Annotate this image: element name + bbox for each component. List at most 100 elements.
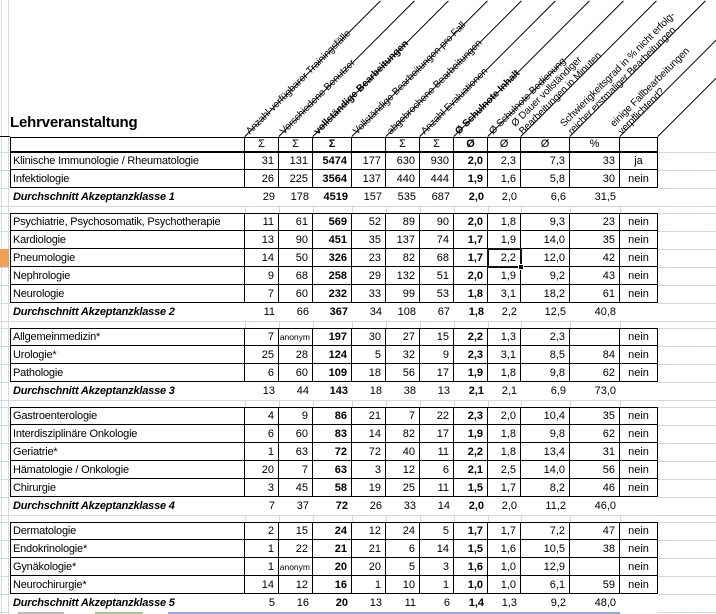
value-cell[interactable]: nein — [620, 461, 658, 479]
value-cell[interactable]: 35 — [352, 231, 386, 249]
value-cell[interactable]: 132 — [386, 267, 420, 285]
value-cell[interactable]: 440 — [386, 170, 420, 188]
value-cell[interactable]: 83 — [313, 425, 352, 443]
value-cell[interactable]: 46 — [570, 479, 620, 497]
course-name-cell[interactable]: Neurochirurgie* — [10, 576, 245, 594]
value-cell[interactable]: 6 — [386, 540, 420, 558]
value-cell[interactable]: 9 — [420, 346, 454, 364]
course-name-cell[interactable]: Neurologie — [10, 285, 245, 303]
summary-value-cell[interactable]: 6,6 — [521, 188, 570, 206]
summary-value-cell[interactable]: 31,5 — [570, 188, 620, 206]
value-cell[interactable]: 7,3 — [521, 152, 570, 170]
value-cell[interactable]: 25 — [245, 346, 279, 364]
summary-value-cell[interactable] — [620, 497, 658, 515]
value-cell[interactable]: 9,8 — [521, 364, 570, 382]
fill-handle[interactable] — [518, 264, 524, 270]
value-cell[interactable]: nein — [620, 285, 658, 303]
summary-value-cell[interactable]: 33 — [386, 497, 420, 515]
summary-value-cell[interactable]: 13 — [352, 594, 386, 612]
value-cell[interactable]: 40 — [386, 443, 420, 461]
value-cell[interactable]: 7 — [245, 328, 279, 346]
value-cell[interactable]: 45 — [279, 479, 313, 497]
summary-value-cell[interactable]: 7 — [245, 497, 279, 515]
course-name-cell[interactable]: Interdisziplinäre Onkologie — [10, 425, 245, 443]
value-cell[interactable]: 2,3 — [488, 152, 521, 170]
summary-value-cell[interactable]: 11 — [386, 594, 420, 612]
value-cell[interactable]: 1,8 — [488, 425, 521, 443]
summary-value-cell[interactable] — [620, 188, 658, 206]
course-name-cell[interactable]: Allgemeinmedizin* — [10, 328, 245, 346]
value-cell[interactable]: 2,3 — [454, 407, 488, 425]
summary-value-cell[interactable]: 367 — [313, 303, 352, 321]
value-cell[interactable]: 1,3 — [488, 328, 521, 346]
value-cell[interactable]: 5,8 — [521, 170, 570, 188]
value-cell[interactable]: 14,0 — [521, 231, 570, 249]
value-cell[interactable]: 15 — [420, 328, 454, 346]
summary-value-cell[interactable]: 16 — [279, 594, 313, 612]
course-name-cell[interactable]: Endokrinologie* — [10, 540, 245, 558]
column-symbol-cell[interactable]: Ø — [488, 137, 521, 152]
summary-value-cell[interactable]: 2,0 — [454, 497, 488, 515]
value-cell[interactable]: 43 — [570, 267, 620, 285]
summary-value-cell[interactable]: 20 — [313, 594, 352, 612]
value-cell[interactable]: 16 — [313, 576, 352, 594]
value-cell[interactable]: 21 — [352, 407, 386, 425]
summary-value-cell[interactable]: 2,0 — [488, 188, 521, 206]
value-cell[interactable]: 51 — [420, 267, 454, 285]
value-cell[interactable]: nein — [620, 479, 658, 497]
summary-value-cell[interactable]: 2,2 — [488, 303, 521, 321]
summary-value-cell[interactable]: 29 — [245, 188, 279, 206]
value-cell[interactable]: 60 — [279, 425, 313, 443]
value-cell[interactable]: 1,0 — [488, 576, 521, 594]
value-cell[interactable]: 33 — [352, 285, 386, 303]
summary-value-cell[interactable]: 18 — [352, 382, 386, 400]
value-cell[interactable]: 258 — [313, 267, 352, 285]
value-cell[interactable]: 72 — [352, 443, 386, 461]
summary-value-cell[interactable]: 11,2 — [521, 497, 570, 515]
value-cell[interactable]: 59 — [570, 576, 620, 594]
value-cell[interactable]: 197 — [313, 328, 352, 346]
summary-value-cell[interactable]: 6,9 — [521, 382, 570, 400]
summary-value-cell[interactable]: 178 — [279, 188, 313, 206]
summary-value-cell[interactable] — [620, 594, 658, 612]
course-name-cell[interactable]: Pneumologie — [10, 249, 245, 267]
subheader-name-cell[interactable] — [10, 137, 245, 152]
value-cell[interactable]: 61 — [279, 213, 313, 231]
value-cell[interactable]: 52 — [352, 213, 386, 231]
value-cell[interactable]: 20 — [313, 558, 352, 576]
value-cell[interactable]: 35 — [570, 231, 620, 249]
value-cell[interactable]: 1,7 — [488, 479, 521, 497]
value-cell[interactable]: 24 — [313, 522, 352, 540]
value-cell[interactable]: 1 — [352, 576, 386, 594]
summary-value-cell[interactable]: 12,5 — [521, 303, 570, 321]
value-cell[interactable]: 62 — [570, 425, 620, 443]
value-cell[interactable]: 124 — [313, 346, 352, 364]
value-cell[interactable]: 1,6 — [454, 558, 488, 576]
value-cell[interactable]: 137 — [386, 231, 420, 249]
value-cell[interactable]: 3564 — [313, 170, 352, 188]
value-cell[interactable]: 5 — [386, 558, 420, 576]
course-name-cell[interactable]: Gynäkologie* — [10, 558, 245, 576]
value-cell[interactable]: 444 — [420, 170, 454, 188]
value-cell[interactable]: 30 — [352, 328, 386, 346]
summary-value-cell[interactable]: 14 — [420, 497, 454, 515]
value-cell[interactable]: 2,0 — [488, 407, 521, 425]
summary-value-cell[interactable]: 46,0 — [570, 497, 620, 515]
value-cell[interactable]: 11 — [420, 443, 454, 461]
column-symbol-cell[interactable]: Σ — [420, 137, 454, 152]
summary-value-cell[interactable]: 40,8 — [570, 303, 620, 321]
value-cell[interactable]: 2 — [245, 522, 279, 540]
value-cell[interactable]: 35 — [570, 407, 620, 425]
course-name-cell[interactable]: Infektiologie — [10, 170, 245, 188]
value-cell[interactable]: 1,8 — [488, 443, 521, 461]
value-cell[interactable]: 1,9 — [488, 231, 521, 249]
value-cell[interactable]: 2,2 — [488, 249, 521, 267]
value-cell[interactable]: 72 — [313, 443, 352, 461]
summary-value-cell[interactable]: 38 — [386, 382, 420, 400]
value-cell[interactable]: 56 — [570, 461, 620, 479]
value-cell[interactable]: 12,0 — [521, 249, 570, 267]
value-cell[interactable]: 6,1 — [521, 576, 570, 594]
value-cell[interactable]: nein — [620, 170, 658, 188]
value-cell[interactable]: 31 — [245, 152, 279, 170]
value-cell[interactable]: 2,0 — [454, 267, 488, 285]
